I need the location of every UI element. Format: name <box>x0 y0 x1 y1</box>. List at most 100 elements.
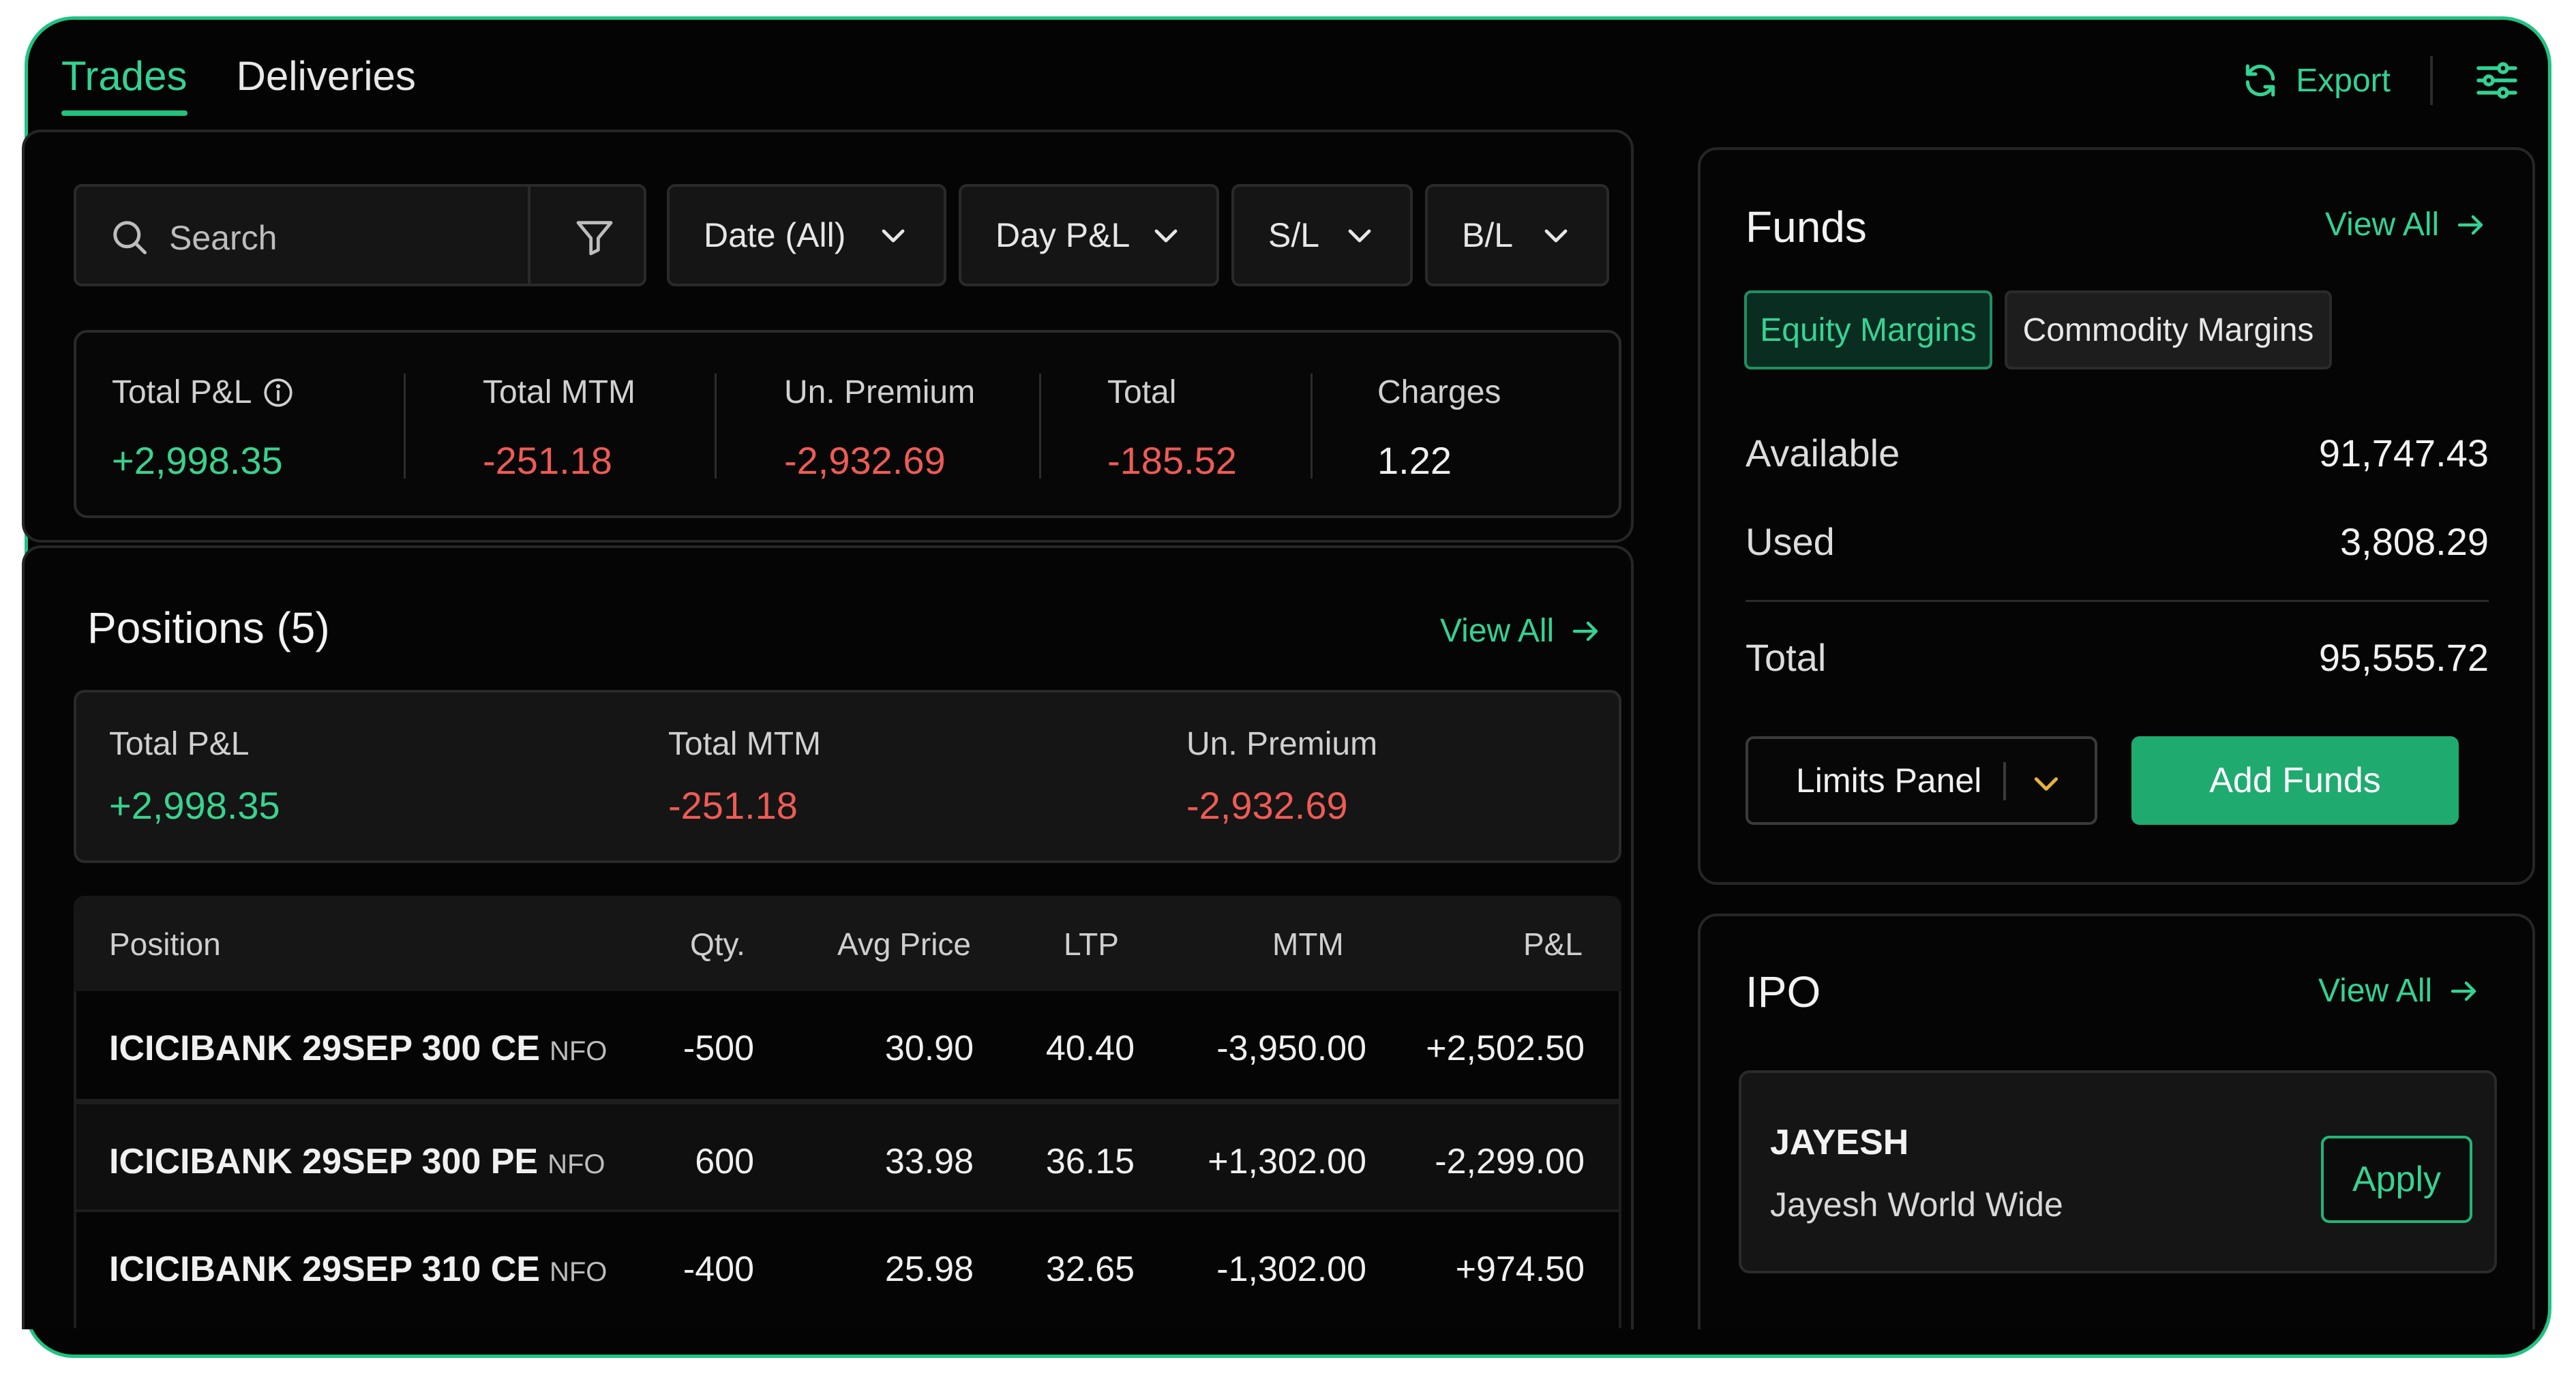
summary-value: -251.18 <box>483 439 612 482</box>
tab-deliveries[interactable]: Deliveries <box>236 53 416 99</box>
pnl-cell: -2,299.00 <box>1435 1142 1585 1181</box>
positions-view-all-link[interactable]: View All <box>1440 612 1602 650</box>
main-tabs: Trades Deliveries <box>61 38 465 134</box>
positions-total-mtm: Total MTM -251.18 <box>668 725 821 828</box>
summary-total: Total -185.52 <box>1107 374 1237 483</box>
day-pnl-dropdown[interactable]: Day P&L <box>959 184 1219 286</box>
funds-title: Funds <box>1746 202 1867 252</box>
summary-charges: Charges 1.22 <box>1377 374 1501 483</box>
summary-label: Charges <box>1377 374 1501 410</box>
mtm-cell: -1,302.00 <box>1216 1250 1366 1289</box>
summary-value: -251.18 <box>668 784 798 827</box>
summary-label: Un. Premium <box>1186 726 1378 762</box>
funds-available-row: Available 91,747.43 <box>1746 431 2489 475</box>
mtm-cell: +1,302.00 <box>1208 1142 1366 1181</box>
summary-value: 1.22 <box>1377 439 1452 482</box>
limits-panel-dropdown[interactable]: Limits Panel <box>1746 736 2097 825</box>
table-row[interactable]: ICICIBANK 29SEP 300 CE NFO -500 30.90 40.… <box>74 991 1621 1102</box>
divider <box>528 187 530 284</box>
column-header-qty[interactable]: Qty. <box>690 926 745 962</box>
ipo-view-all-link[interactable]: View All <box>2318 972 2480 1010</box>
mtm-cell: -3,950.00 <box>1216 1029 1366 1068</box>
exchange-label: NFO <box>549 1257 608 1287</box>
date-dropdown-label: Date (All) <box>704 216 846 254</box>
chevron-down-icon <box>882 229 905 243</box>
position-name: ICICIBANK 29SEP 310 CE NFO <box>109 1250 608 1289</box>
exchange-label: NFO <box>549 1036 608 1066</box>
summary-value: +2,998.35 <box>109 784 280 827</box>
search-icon <box>113 221 147 254</box>
summary-label: Un. Premium <box>784 374 976 410</box>
export-label: Export <box>2296 62 2391 99</box>
tab-equity-margins[interactable]: Equity Margins <box>1744 290 1992 369</box>
sl-dropdown[interactable]: S/L <box>1231 184 1413 286</box>
column-header-avg-price[interactable]: Avg Price <box>837 926 972 962</box>
ipo-company-name: Jayesh World Wide <box>1770 1185 2063 1224</box>
column-header-mtm[interactable]: MTM <box>1272 926 1344 962</box>
funds-total-row: Total 95,555.72 <box>1746 635 2489 680</box>
divider <box>404 374 406 479</box>
avg-price-cell: 30.90 <box>884 1029 974 1068</box>
refresh-icon <box>2246 64 2275 97</box>
apply-button[interactable]: Apply <box>2321 1136 2472 1223</box>
arrow-right-icon <box>2458 215 2483 235</box>
exchange-label: NFO <box>548 1149 605 1179</box>
arrow-right-icon <box>2451 981 2476 1001</box>
divider <box>1311 374 1313 479</box>
summary-un-premium: Un. Premium -2,932.69 <box>784 374 975 483</box>
divider <box>2430 56 2433 105</box>
divider <box>2003 762 2006 800</box>
pnl-summary-card: Total P&L +2,998.35 Total MTM -251.18 Un… <box>74 330 1621 518</box>
view-all-label: View All <box>2318 973 2433 1009</box>
info-icon[interactable] <box>261 376 295 410</box>
used-value: 3,808.29 <box>2340 520 2489 563</box>
column-header-position[interactable]: Position <box>109 926 221 962</box>
ipo-name: JAYESH <box>1770 1123 1909 1162</box>
available-value: 91,747.43 <box>2318 432 2489 474</box>
used-label: Used <box>1746 520 1835 563</box>
search-input[interactable]: Search <box>169 219 278 257</box>
table-row[interactable]: ICICIBANK 29SEP 310 CE NFO -400 25.98 32.… <box>74 1212 1621 1328</box>
summary-value: -2,932.69 <box>784 439 946 482</box>
chevron-down-icon <box>1544 229 1568 243</box>
column-header-ltp[interactable]: LTP <box>1064 926 1119 962</box>
bl-dropdown-label: B/L <box>1462 216 1514 254</box>
settings-sliders-icon[interactable] <box>2472 56 2521 105</box>
positions-total-pnl: Total P&L +2,998.35 <box>109 725 280 828</box>
positions-table-header: Position Qty. Avg Price LTP MTM P&L <box>74 896 1621 991</box>
table-row[interactable]: ICICIBANK 29SEP 300 PE NFO 600 33.98 36.1… <box>74 1102 1621 1212</box>
total-label: Total <box>1746 636 1827 679</box>
ipo-title: IPO <box>1746 967 1821 1016</box>
summary-label: Total <box>1107 374 1177 410</box>
total-value: 95,555.72 <box>2318 636 2489 679</box>
ltp-cell: 32.65 <box>1045 1250 1135 1289</box>
qty-cell: -500 <box>683 1029 754 1068</box>
qty-cell: -400 <box>683 1250 754 1289</box>
tab-commodity-margins[interactable]: Commodity Margins <box>2005 290 2332 369</box>
summary-total-pnl: Total P&L +2,998.35 <box>112 374 295 483</box>
summary-label: Total MTM <box>483 374 636 410</box>
filter-icon[interactable] <box>573 215 616 259</box>
ltp-cell: 40.40 <box>1045 1029 1135 1068</box>
funds-view-all-link[interactable]: View All <box>2325 206 2487 243</box>
view-all-label: View All <box>1440 613 1555 649</box>
column-header-pnl[interactable]: P&L <box>1523 926 1583 962</box>
summary-label: Total MTM <box>668 726 822 762</box>
search-box[interactable]: Search <box>74 184 646 286</box>
positions-title: Positions (5) <box>87 603 330 652</box>
bl-dropdown[interactable]: B/L <box>1425 184 1609 286</box>
position-name: ICICIBANK 29SEP 300 PE NFO <box>109 1142 605 1181</box>
summary-label: Total P&L <box>109 726 250 762</box>
summary-total-mtm: Total MTM -251.18 <box>483 374 635 483</box>
view-all-label: View All <box>2325 207 2440 243</box>
export-button[interactable]: Export <box>2241 61 2391 100</box>
tab-trades[interactable]: Trades <box>61 38 188 134</box>
day-pnl-dropdown-label: Day P&L <box>995 216 1130 254</box>
funds-used-row: Used 3,808.29 <box>1746 519 2489 564</box>
avg-price-cell: 25.98 <box>884 1250 974 1289</box>
avg-price-cell: 33.98 <box>884 1142 974 1181</box>
position-name: ICICIBANK 29SEP 300 CE NFO <box>109 1029 608 1068</box>
add-funds-button[interactable]: Add Funds <box>2131 736 2459 825</box>
divider <box>715 374 717 479</box>
date-dropdown[interactable]: Date (All) <box>667 184 946 286</box>
